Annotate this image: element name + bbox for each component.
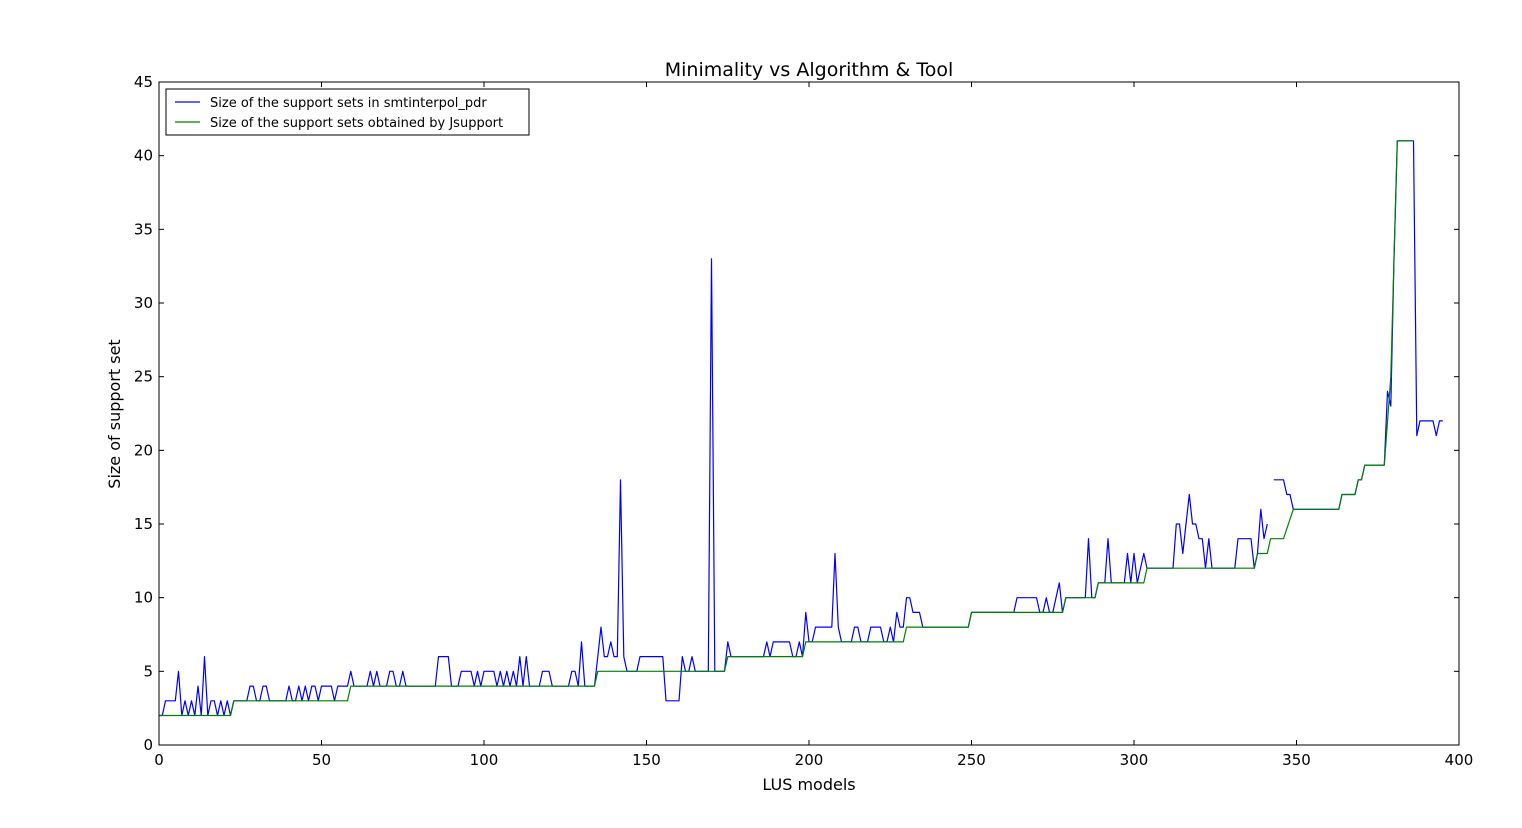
y-tick-label: 40 xyxy=(134,147,153,165)
x-axis-label: LUS models xyxy=(762,775,855,794)
y-tick-label: 5 xyxy=(143,662,153,680)
legend: Size of the support sets in smtinterpol_… xyxy=(165,88,530,136)
x-tick-label: 250 xyxy=(957,751,986,769)
series-1-line xyxy=(159,258,1268,717)
series-2-line xyxy=(159,140,1414,717)
y-tick-label: 10 xyxy=(134,589,153,607)
x-tick-label: 0 xyxy=(154,751,164,769)
y-tick-label: 15 xyxy=(134,515,153,533)
y-tick-label: 35 xyxy=(134,220,153,238)
x-tick-label: 50 xyxy=(312,751,331,769)
x-tick-label: 400 xyxy=(1445,751,1474,769)
x-tick-label: 200 xyxy=(795,751,824,769)
plot-frame xyxy=(158,81,1460,746)
y-tick-label: 45 xyxy=(134,73,153,91)
y-tick-label: 25 xyxy=(134,368,153,386)
chart-title: Minimality vs Algorithm & Tool xyxy=(665,59,953,81)
x-tick-label: 100 xyxy=(470,751,499,769)
legend-label-2: Size of the support sets obtained by Jsu… xyxy=(210,116,503,131)
y-tick-label: 20 xyxy=(134,441,153,459)
legend-box xyxy=(165,88,530,136)
x-tick-label: 350 xyxy=(1282,751,1311,769)
legend-label-1: Size of the support sets in smtinterpol_… xyxy=(210,96,487,111)
series-1-line xyxy=(1273,140,1443,510)
axis-ticks: 0 50 100 150 200 250 300 350 400 0 5 10 15 20 25 30 35 40… xyxy=(134,73,1473,769)
y-axis-label: Size of support set xyxy=(105,339,124,488)
y-tick-label: 30 xyxy=(134,294,153,312)
plot-lines xyxy=(159,140,1443,717)
x-tick-label: 300 xyxy=(1120,751,1149,769)
y-tick-label: 0 xyxy=(143,736,153,754)
x-tick-label: 150 xyxy=(632,751,661,769)
